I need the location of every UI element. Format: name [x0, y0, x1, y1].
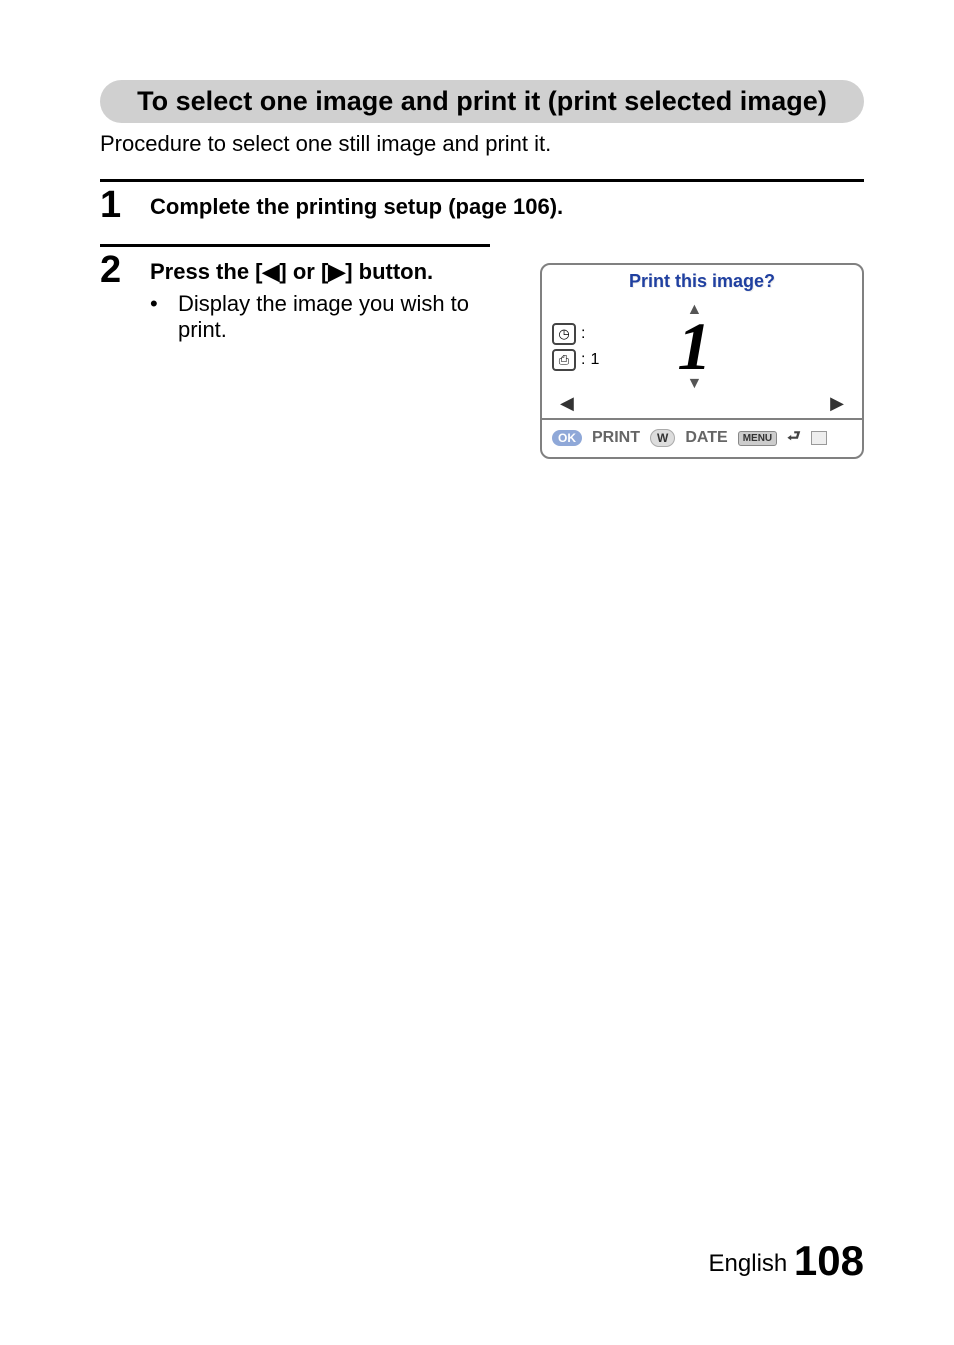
- step-title: Press the [◀] or [▶] button.: [150, 259, 490, 285]
- card-icon: [811, 431, 827, 445]
- date-label: DATE: [685, 429, 727, 447]
- camera-screen-illustration: Print this image? ◷ : ⎙ :1 ▲ 1 ▼: [540, 263, 864, 459]
- quantity-number: 1: [677, 318, 711, 376]
- screen-middle-area: ◷ : ⎙ :1 ▲ 1 ▼: [542, 298, 862, 392]
- icon-column: ◷ : ⎙ :1: [552, 323, 599, 371]
- step-number: 2: [100, 251, 128, 289]
- printer-icon: ⎙: [552, 349, 576, 371]
- copies-setting-row: ⎙ :1: [552, 349, 599, 371]
- clock-value: :: [581, 326, 585, 342]
- quantity-stepper: ▲ 1 ▼: [677, 302, 711, 392]
- bullet-marker: •: [150, 291, 178, 343]
- rule-top: [100, 179, 864, 182]
- screen-prompt-title: Print this image?: [542, 265, 862, 298]
- print-label: PRINT: [592, 429, 640, 447]
- bullet-text: Display the image you wish to print.: [178, 291, 490, 343]
- w-pill-icon: W: [650, 429, 675, 447]
- return-icon: ⮐: [787, 426, 801, 451]
- step-bullet: • Display the image you wish to print.: [150, 291, 490, 343]
- step-1: 1 Complete the printing setup (page 106)…: [100, 186, 864, 226]
- rule-step2: [100, 244, 490, 247]
- screen-frame: Print this image? ◷ : ⎙ :1 ▲ 1 ▼: [540, 263, 864, 459]
- section-header: To select one image and print it (print …: [100, 80, 864, 123]
- copies-label-colon: :: [581, 352, 585, 368]
- intro-text: Procedure to select one still image and …: [100, 131, 864, 157]
- footer-page-number: 108: [794, 1237, 864, 1284]
- footer-language: English: [709, 1250, 788, 1277]
- arrow-left-icon: ◀: [560, 394, 574, 412]
- step-number: 1: [100, 186, 128, 224]
- copies-value: 1: [590, 352, 599, 368]
- left-right-arrows: ◀ ▶: [542, 392, 862, 418]
- step-2: 2 Press the [◀] or [▶] button. • Display…: [100, 251, 490, 343]
- arrow-down-icon: ▼: [686, 376, 702, 392]
- menu-badge-icon: MENU: [738, 431, 777, 446]
- page-footer: English 108: [709, 1237, 864, 1285]
- arrow-right-icon: ▶: [830, 394, 844, 412]
- screen-bottom-bar: OK PRINT W DATE MENU ⮐: [542, 418, 862, 457]
- clock-setting-row: ◷ :: [552, 323, 599, 345]
- step-title: Complete the printing setup (page 106).: [150, 194, 864, 220]
- ok-pill-icon: OK: [552, 430, 582, 446]
- clock-icon: ◷: [552, 323, 576, 345]
